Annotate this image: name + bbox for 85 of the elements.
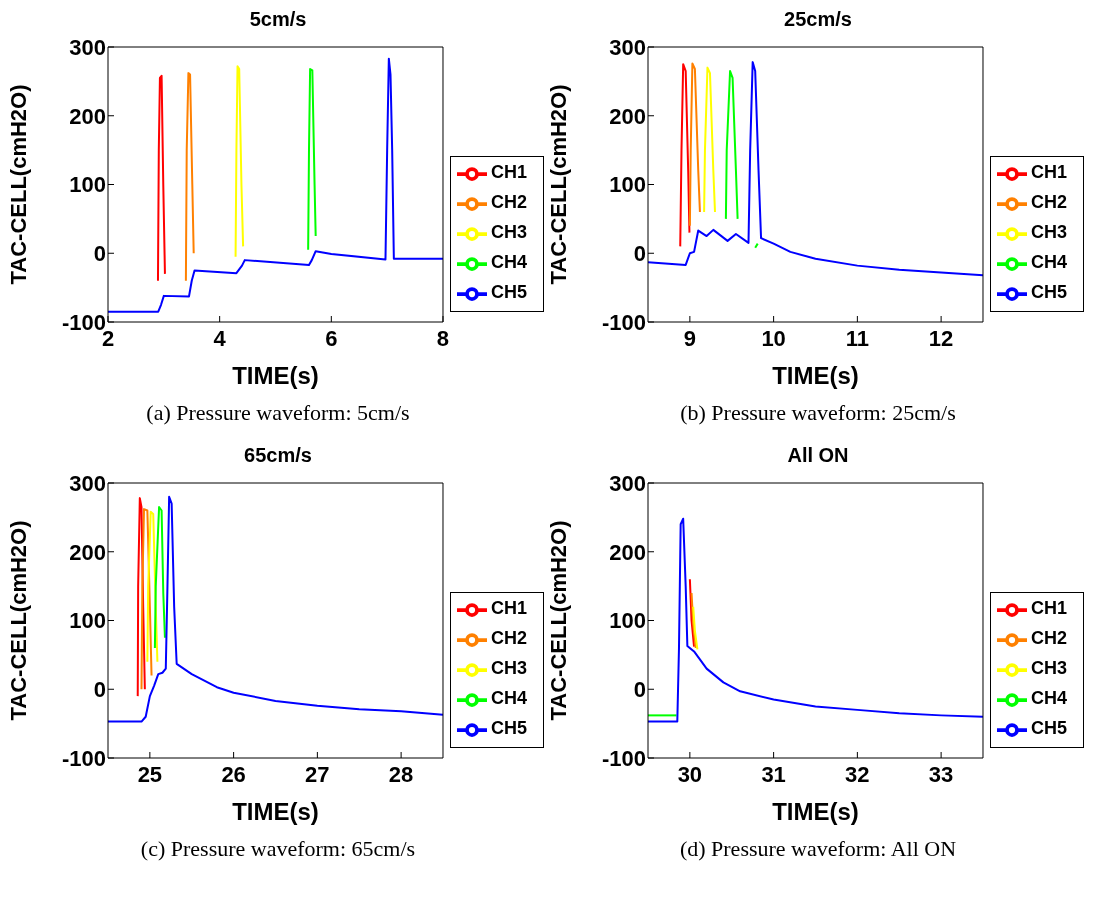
line-series [136, 497, 146, 698]
legend-label: CH5 [490, 281, 527, 302]
x-axis-title: TIME(s) [772, 362, 859, 389]
x-tick-label: 8 [436, 325, 450, 351]
legend-label: CH2 [1030, 627, 1067, 648]
legend-label: CH3 [490, 221, 527, 242]
legend-label: CH4 [490, 251, 527, 272]
x-tick-label: 26 [221, 761, 246, 787]
y-axis-title: TAC-CELL(cmH2O) [545, 84, 571, 285]
y-tick-label: -100 [601, 309, 646, 335]
y-tick-label: 100 [69, 172, 106, 198]
y-tick-label: 100 [609, 608, 646, 634]
y-tick-label: -100 [601, 745, 646, 771]
x-tick-label: 33 [928, 761, 954, 787]
y-tick-label: 0 [93, 677, 106, 703]
line-series [688, 62, 701, 227]
x-tick-label: 9 [683, 325, 696, 351]
x-tick-label: 30 [677, 761, 703, 787]
y-tick-label: 200 [69, 539, 106, 565]
legend-label: CH2 [1030, 191, 1067, 212]
text: (b) Pressure waveform: 25cm/s [679, 400, 957, 426]
line-series [234, 65, 245, 258]
y-axis-title: TAC-CELL(cmH2O) [545, 520, 571, 721]
legend-label: CH5 [1030, 281, 1067, 302]
line-series [648, 517, 983, 723]
line-series [108, 495, 443, 723]
y-axis-title: TAC-CELL(cmH2O) [5, 520, 31, 721]
x-tick-label: 27 [305, 761, 330, 787]
x-axis-title: TIME(s) [232, 362, 319, 389]
legend-label: CH2 [490, 191, 527, 212]
x-tick-label: 10 [761, 325, 786, 351]
legend-label: CH3 [1030, 657, 1067, 678]
line-series [140, 508, 153, 691]
line-series [648, 61, 983, 277]
line-series [153, 506, 166, 649]
legend-label: CH5 [1030, 717, 1067, 738]
x-tick-label: 25 [137, 761, 163, 787]
y-tick-label: 0 [633, 677, 646, 703]
y-tick-label: 200 [609, 103, 646, 129]
y-tick-label: 300 [69, 34, 106, 60]
y-axis-title: TAC-CELL(cmH2O) [5, 84, 31, 285]
text: (a) Pressure waveform: 5cm/s [145, 400, 411, 426]
y-tick-label: -100 [61, 745, 106, 771]
x-axis-title: TIME(s) [772, 798, 859, 825]
legend-label: CH1 [490, 161, 527, 182]
chart-title: 65cm/s [243, 444, 313, 468]
x-tick-label: 11 [845, 325, 869, 351]
x-axis-title: TIME(s) [232, 798, 319, 825]
line-series [307, 68, 317, 251]
legend-label: CH4 [1030, 251, 1067, 272]
line-series [108, 57, 443, 313]
legend-label: CH4 [490, 687, 527, 708]
x-tick-label: 31 [761, 761, 786, 787]
line-series [703, 66, 716, 213]
y-tick-label: 300 [609, 34, 646, 60]
chart-title: All ON [786, 444, 850, 468]
legend-label: CH3 [490, 657, 527, 678]
legend-label: CH2 [490, 627, 527, 648]
y-tick-label: 100 [609, 172, 646, 198]
x-tick-label: 6 [325, 325, 338, 351]
x-tick-label: 4 [213, 325, 227, 351]
y-tick-label: 0 [633, 241, 646, 267]
y-tick-label: 100 [69, 608, 106, 634]
line-series [146, 510, 159, 663]
y-tick-label: 300 [69, 470, 106, 496]
y-tick-label: 0 [93, 241, 106, 267]
line-series [184, 72, 195, 282]
legend-label: CH3 [1030, 221, 1067, 242]
chart-title: 25cm/s [783, 8, 853, 32]
line-series [156, 74, 166, 282]
y-tick-label: 300 [609, 470, 646, 496]
chart-title: 5cm/s [248, 8, 308, 32]
x-tick-label: 28 [388, 761, 414, 787]
legend-label: CH1 [490, 597, 527, 618]
text: (c) Pressure waveform: 65cm/s [139, 836, 417, 862]
legend-label: CH5 [490, 717, 527, 738]
legend-label: CH4 [1030, 687, 1067, 708]
legend-label: CH1 [1030, 161, 1067, 182]
line-series [679, 63, 691, 248]
legend-label: CH1 [1030, 597, 1067, 618]
x-tick-label: 32 [845, 761, 870, 787]
text: (d) Pressure waveform: All ON [678, 836, 958, 862]
x-tick-label: 12 [928, 325, 954, 351]
y-tick-label: 200 [609, 539, 646, 565]
y-tick-label: 200 [69, 103, 106, 129]
